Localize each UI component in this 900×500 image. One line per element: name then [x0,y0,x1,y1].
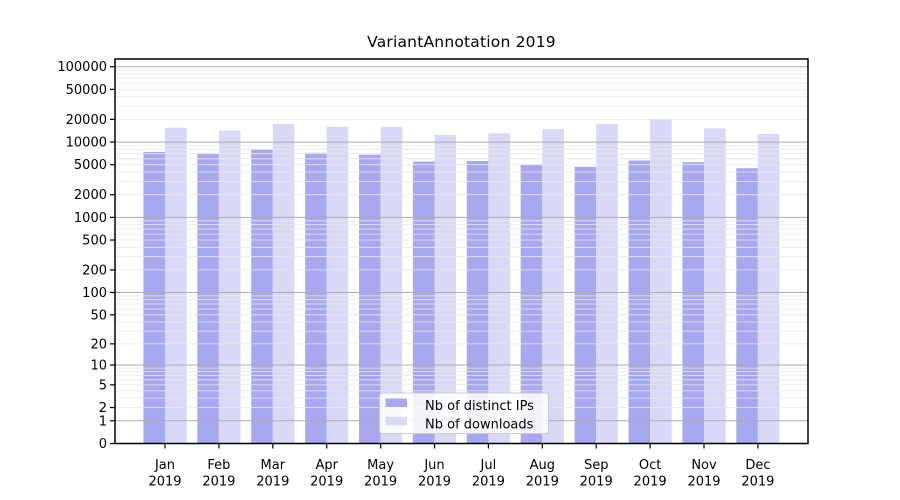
x-tick-label-month: Nov [691,458,717,473]
x-tick-label-month: Sep [584,458,609,473]
bar [650,119,672,444]
bar [757,134,780,444]
x-tick-label-year: 2019 [472,475,505,490]
x-tick-label-month: Apr [315,458,338,473]
y-tick-label: 5 [99,378,107,393]
y-tick-label: 1000 [74,211,107,226]
x-tick-label-year: 2019 [310,475,343,490]
x-tick-label-month: Jan [154,458,175,473]
x-tick-label-month: Aug [530,458,555,473]
legend-box [379,392,549,434]
chart-title: VariantAnnotation 2019 [367,33,556,51]
bar [218,130,241,444]
y-tick-label: 20 [90,337,107,352]
bar [574,166,597,444]
y-tick-label: 100000 [57,60,107,75]
x-tick-label-month: Jul [480,458,497,473]
gridlines [115,66,808,422]
x-axis: Jan 2019 Feb 2019 Mar 2019 Apr 2019 May 2019 Jun 20… [148,443,774,490]
y-tick-label: 500 [82,234,107,249]
y-axis: 0 12 5 10 20 50 100 200 500 1000 2000 5000 10000 2000… [57,60,115,452]
bar [682,162,704,444]
x-tick-label-month: Oct [639,458,661,473]
y-tick-label: 50000 [66,83,107,98]
y-tick-label: 5000 [74,158,107,173]
x-tick-label-year: 2019 [364,475,397,490]
y-tick-label: 1 [99,414,107,429]
x-tick-label-month: May [367,458,394,473]
bar [466,161,489,444]
x-tick-label-month: Feb [207,458,230,473]
y-tick-label: 2000 [74,188,107,203]
y-tick-label: 20000 [66,113,107,128]
plot-border [114,58,809,445]
y-tick-label: 100 [82,286,107,301]
bar [596,123,618,444]
y-tick-label: 10 [90,359,107,374]
legend-label: Nb of distinct IPs [425,399,534,414]
y-tick-label: 200 [82,263,107,278]
x-tick-label-month: Jun [423,458,444,473]
x-tick-label-year: 2019 [687,475,720,490]
x-tick-label-year: 2019 [418,475,451,490]
y-tick-label: 2 [99,401,107,416]
x-tick-label-year: 2019 [634,475,667,490]
y-tick-label: 10000 [66,136,107,151]
legend-swatch [385,416,407,426]
bar [272,123,295,444]
x-tick-label-year: 2019 [741,475,774,490]
y-tick-label: 50 [90,308,107,323]
bar [165,127,187,444]
x-tick-label-year: 2019 [256,475,289,490]
bar [434,135,457,444]
legend-swatch [385,398,407,407]
x-tick-label-year: 2019 [202,475,235,490]
bar [305,152,327,444]
x-tick-label-year: 2019 [580,475,613,490]
bar [380,126,403,444]
bar [628,160,651,444]
bar [143,151,165,444]
bar [197,153,219,444]
x-tick-label-year: 2019 [526,475,559,490]
x-tick-label-year: 2019 [148,475,181,490]
x-tick-label-month: Mar [261,458,286,473]
bar [326,126,349,444]
x-tick-label-month: Dec [745,458,770,473]
bar [488,133,510,444]
bar [704,128,726,444]
bar [412,161,435,444]
bar [359,154,381,444]
legend: Nb of distinct IPs Nb of downloads [379,392,549,434]
bar [736,168,758,444]
y-tick-label: 0 [99,437,107,452]
legend-label: Nb of downloads [425,417,534,432]
